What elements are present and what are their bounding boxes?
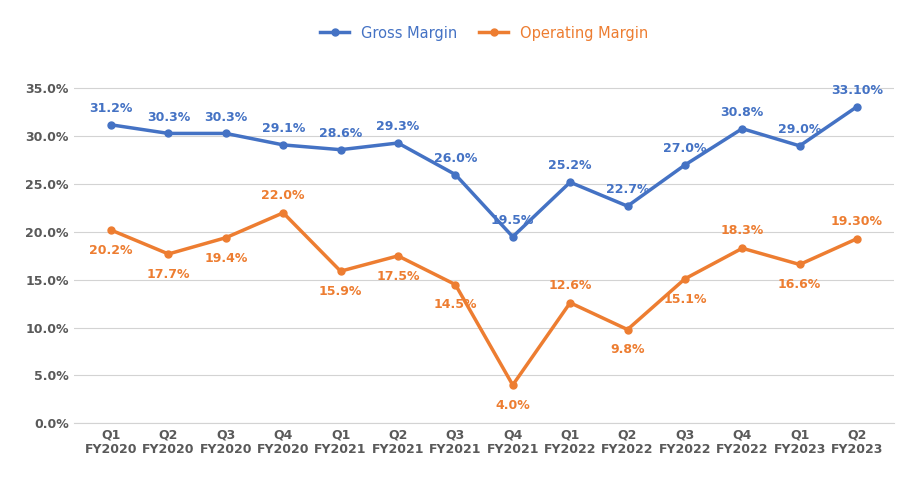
Text: 15.1%: 15.1% bbox=[663, 293, 706, 306]
Operating Margin bbox=[680, 276, 691, 282]
Text: 17.7%: 17.7% bbox=[147, 268, 190, 281]
Operating Margin bbox=[794, 261, 805, 267]
Text: 4.0%: 4.0% bbox=[495, 399, 530, 412]
Text: 30.8%: 30.8% bbox=[721, 106, 764, 119]
Text: 17.5%: 17.5% bbox=[376, 270, 420, 283]
Operating Margin bbox=[105, 227, 116, 233]
Gross Margin bbox=[794, 143, 805, 149]
Legend: Gross Margin, Operating Margin: Gross Margin, Operating Margin bbox=[314, 20, 654, 46]
Text: 22.0%: 22.0% bbox=[262, 189, 305, 202]
Text: 22.7%: 22.7% bbox=[606, 183, 649, 196]
Gross Margin bbox=[163, 130, 174, 136]
Operating Margin bbox=[564, 300, 575, 306]
Text: 31.2%: 31.2% bbox=[89, 102, 133, 115]
Operating Margin bbox=[163, 251, 174, 257]
Text: 29.3%: 29.3% bbox=[376, 121, 420, 133]
Line: Operating Margin: Operating Margin bbox=[108, 209, 860, 388]
Operating Margin bbox=[852, 236, 863, 242]
Gross Margin bbox=[852, 104, 863, 110]
Text: 14.5%: 14.5% bbox=[433, 298, 477, 311]
Text: 30.3%: 30.3% bbox=[147, 111, 190, 124]
Operating Margin bbox=[737, 245, 748, 251]
Text: 16.6%: 16.6% bbox=[778, 278, 822, 291]
Gross Margin bbox=[220, 130, 231, 136]
Text: 12.6%: 12.6% bbox=[549, 279, 592, 292]
Text: 26.0%: 26.0% bbox=[433, 152, 477, 165]
Text: 27.0%: 27.0% bbox=[663, 142, 706, 155]
Gross Margin bbox=[622, 203, 633, 209]
Gross Margin bbox=[278, 142, 289, 148]
Text: 19.5%: 19.5% bbox=[491, 214, 535, 227]
Text: 29.0%: 29.0% bbox=[778, 123, 822, 136]
Line: Gross Margin: Gross Margin bbox=[108, 103, 860, 240]
Gross Margin bbox=[393, 140, 404, 146]
Text: 18.3%: 18.3% bbox=[721, 224, 764, 237]
Operating Margin bbox=[393, 253, 404, 259]
Text: 28.6%: 28.6% bbox=[319, 127, 362, 140]
Operating Margin bbox=[450, 281, 461, 287]
Text: 9.8%: 9.8% bbox=[610, 344, 644, 357]
Gross Margin bbox=[680, 162, 691, 168]
Gross Margin bbox=[507, 234, 518, 240]
Operating Margin bbox=[335, 268, 346, 274]
Text: 33.10%: 33.10% bbox=[831, 84, 883, 97]
Gross Margin bbox=[564, 179, 575, 185]
Operating Margin bbox=[278, 210, 289, 216]
Text: 19.30%: 19.30% bbox=[831, 215, 883, 228]
Operating Margin bbox=[507, 382, 518, 388]
Operating Margin bbox=[220, 235, 231, 241]
Text: 19.4%: 19.4% bbox=[204, 251, 247, 264]
Text: 25.2%: 25.2% bbox=[549, 159, 592, 172]
Text: 15.9%: 15.9% bbox=[319, 285, 362, 298]
Gross Margin bbox=[737, 125, 748, 131]
Gross Margin bbox=[335, 147, 346, 153]
Text: 29.1%: 29.1% bbox=[262, 122, 305, 135]
Gross Margin bbox=[105, 122, 116, 128]
Gross Margin bbox=[450, 172, 461, 178]
Text: 30.3%: 30.3% bbox=[204, 111, 247, 124]
Operating Margin bbox=[622, 327, 633, 333]
Text: 20.2%: 20.2% bbox=[89, 244, 133, 257]
